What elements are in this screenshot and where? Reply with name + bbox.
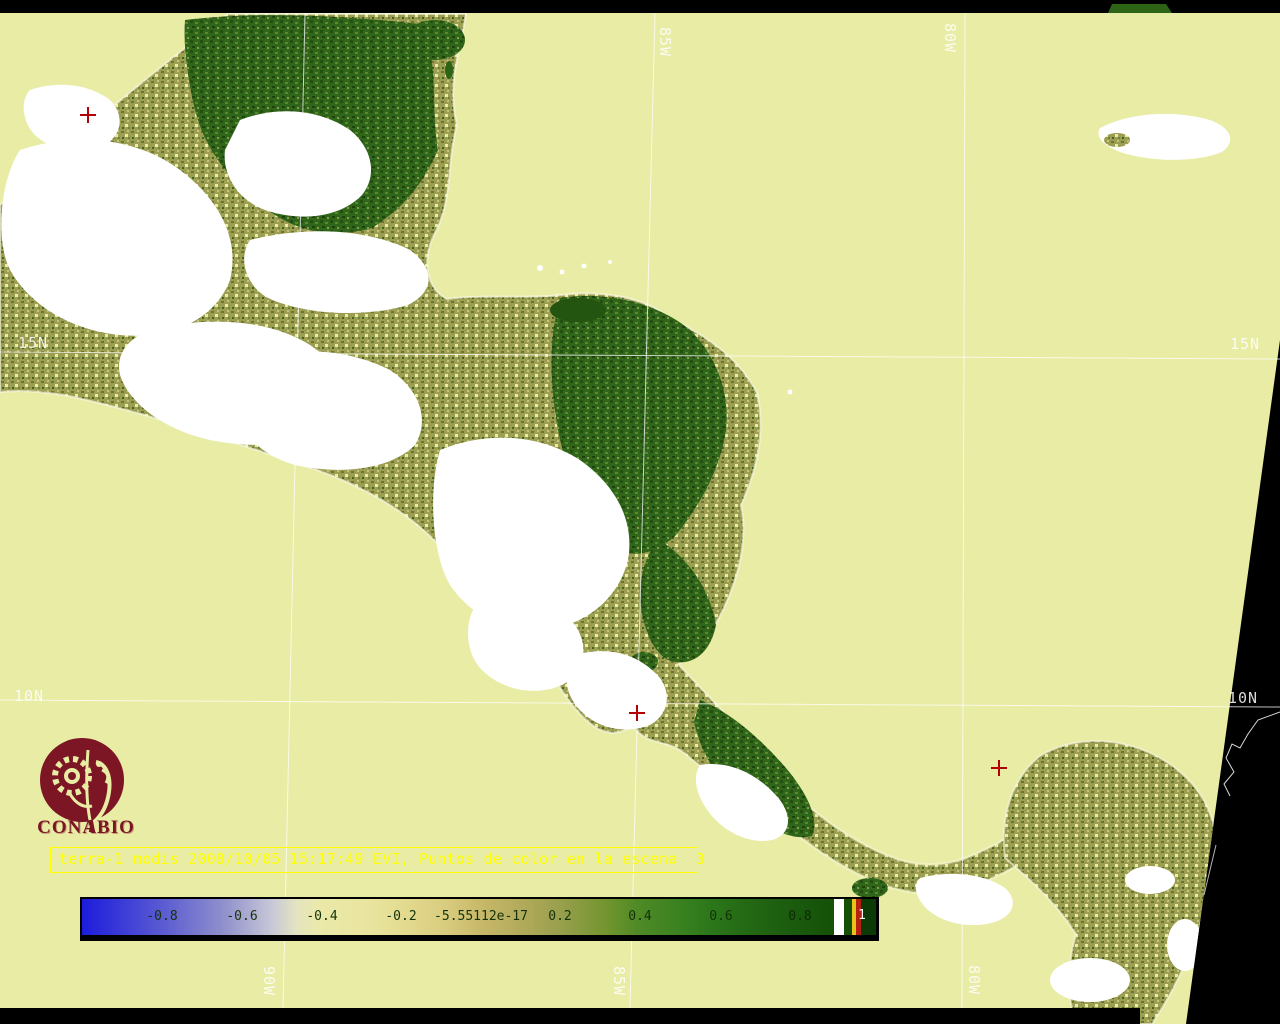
meridian-90w-line — [282, 12, 306, 1009]
scene-point-marker-icon — [991, 760, 1007, 776]
meridian-label-85w-top: 85W — [656, 26, 674, 58]
meridian-label-85w-bottom: 85W — [610, 965, 628, 997]
meridian-label-80w-bottom: 80W — [965, 964, 983, 996]
colorbar-tick: 0.6 — [709, 909, 733, 924]
caribbean-cays — [537, 260, 793, 395]
colorbar-tick: -0.6 — [226, 909, 258, 924]
parallel-10n-line — [0, 699, 1280, 708]
meridian-label-90w-bottom: 90W — [260, 965, 278, 997]
forest-talamanca — [694, 700, 815, 838]
coast-contour-overflow — [1223, 711, 1280, 797]
land-fragment-top — [1108, 4, 1172, 13]
colorbar-red-band — [856, 899, 861, 935]
evi-colorbar: -0.8 -0.6 -0.4 -0.2 -5.55112e-17 0.2 0.4… — [80, 897, 879, 941]
colorbar-tick: 0.2 — [548, 909, 572, 924]
meridian-85w-line — [629, 12, 656, 1009]
evi-colorbar-gradient: -0.8 -0.6 -0.4 -0.2 -5.55112e-17 0.2 0.4… — [82, 899, 876, 935]
colorbar-tick: -0.8 — [146, 909, 178, 924]
parallel-label-10n-left: 10N — [13, 687, 45, 705]
scene-point-markers — [80, 107, 1007, 776]
colorbar-tick: 0.4 — [628, 909, 652, 924]
parallel-label-15n-left: 15N — [17, 334, 49, 352]
island-terrain — [1104, 133, 1130, 147]
colorbar-tick: 0.8 — [788, 909, 812, 924]
scene-caption: terra-1 modis 2008/10/05 15:17:49 EVI, P… — [50, 847, 705, 873]
colorbar-white-band — [834, 899, 844, 935]
forest-mosquitia-south — [640, 540, 716, 663]
cloud-no-data-areas — [1, 84, 1203, 1002]
colorbar-tick: -0.2 — [385, 909, 417, 924]
meridian-label-80w-top: 80W — [941, 22, 959, 54]
parallel-label-10n-right: 10N — [1227, 689, 1259, 707]
colorbar-yellow-band — [852, 899, 856, 935]
cozumel-island — [445, 61, 453, 79]
graticule-lines — [0, 12, 1280, 1009]
meridian-80w-line — [961, 12, 966, 1009]
colorbar-end-label: 1 — [858, 908, 866, 923]
forest-yucatan-ne — [405, 20, 465, 60]
parallel-15n-line — [0, 351, 1280, 360]
colorbar-tick: -0.4 — [306, 909, 338, 924]
scene-point-marker-icon — [629, 705, 645, 721]
colorbar-tick: -5.55112e-17 — [434, 909, 528, 924]
forest-honduras-coast — [550, 298, 606, 322]
swath-edge-fringe — [1203, 844, 1217, 896]
island-white — [1098, 113, 1231, 160]
parallel-label-15n-right: 15N — [1229, 335, 1261, 353]
colorbar-dark-tail — [861, 899, 876, 935]
conabio-logo-text: CONABIO — [37, 817, 135, 838]
scene-point-marker-icon — [80, 107, 96, 123]
forest-panama-patch — [852, 878, 888, 898]
